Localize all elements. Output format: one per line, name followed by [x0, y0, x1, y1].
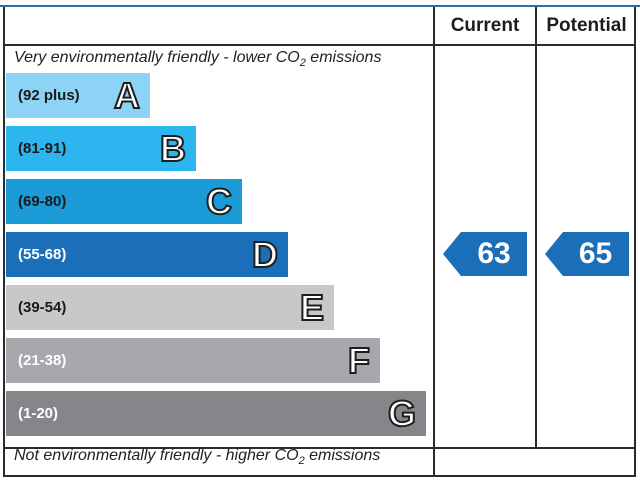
band-d: (55-68) D: [6, 232, 288, 277]
bottom-caption-suffix: emissions: [304, 447, 381, 464]
band-g-range: (1-20): [18, 405, 59, 422]
band-b-range: (81-91): [18, 140, 67, 157]
bottom-caption: Not environmentally friendly - higher CO…: [14, 447, 380, 467]
band-f-range: (21-38): [18, 352, 67, 369]
footer-divider: [3, 447, 636, 449]
current-rating-value: 63: [461, 232, 527, 276]
band-d-range: (55-68): [18, 246, 67, 263]
band-f: (21-38) F: [6, 338, 380, 383]
potential-header: Potential: [546, 15, 627, 36]
band-g: (1-20) G: [6, 391, 426, 436]
top-accent-rule: [0, 5, 640, 7]
top-caption-text: Very environmentally friendly - lower CO: [14, 49, 300, 66]
band-e-range: (39-54): [18, 299, 67, 316]
band-a-letter: A: [113, 74, 141, 117]
bottom-caption-text: Not environmentally friendly - higher CO: [14, 447, 299, 464]
band-e: (39-54) E: [6, 285, 334, 330]
band-a: (92 plus) A: [6, 73, 150, 118]
band-b-letter: B: [159, 127, 187, 170]
bottom-caption-subscript: 2: [298, 455, 305, 468]
band-b: (81-91) B: [6, 126, 196, 171]
header-divider: [3, 44, 636, 46]
band-c: (69-80) C: [6, 179, 242, 224]
top-caption-subscript: 2: [299, 57, 306, 70]
current-header: Current: [450, 15, 520, 36]
current-rating-arrow: 63: [443, 232, 527, 276]
current-column-divider: [535, 7, 537, 447]
potential-rating-arrow: 65: [544, 232, 629, 276]
bands-column-divider: [433, 7, 435, 477]
potential-rating-value: 65: [562, 232, 629, 276]
top-caption: Very environmentally friendly - lower CO…: [14, 49, 381, 69]
band-g-letter: G: [387, 392, 417, 435]
band-c-range: (69-80): [18, 193, 67, 210]
chart-border: [3, 7, 636, 477]
band-f-letter: F: [347, 339, 371, 382]
potential-arrow-tip: [544, 232, 563, 276]
current-arrow-tip: [443, 232, 461, 276]
band-c-letter: C: [205, 180, 233, 223]
band-d-letter: D: [251, 233, 279, 276]
band-a-range: (92 plus): [18, 87, 80, 104]
band-e-letter: E: [299, 286, 325, 329]
top-caption-suffix: emissions: [305, 49, 382, 66]
